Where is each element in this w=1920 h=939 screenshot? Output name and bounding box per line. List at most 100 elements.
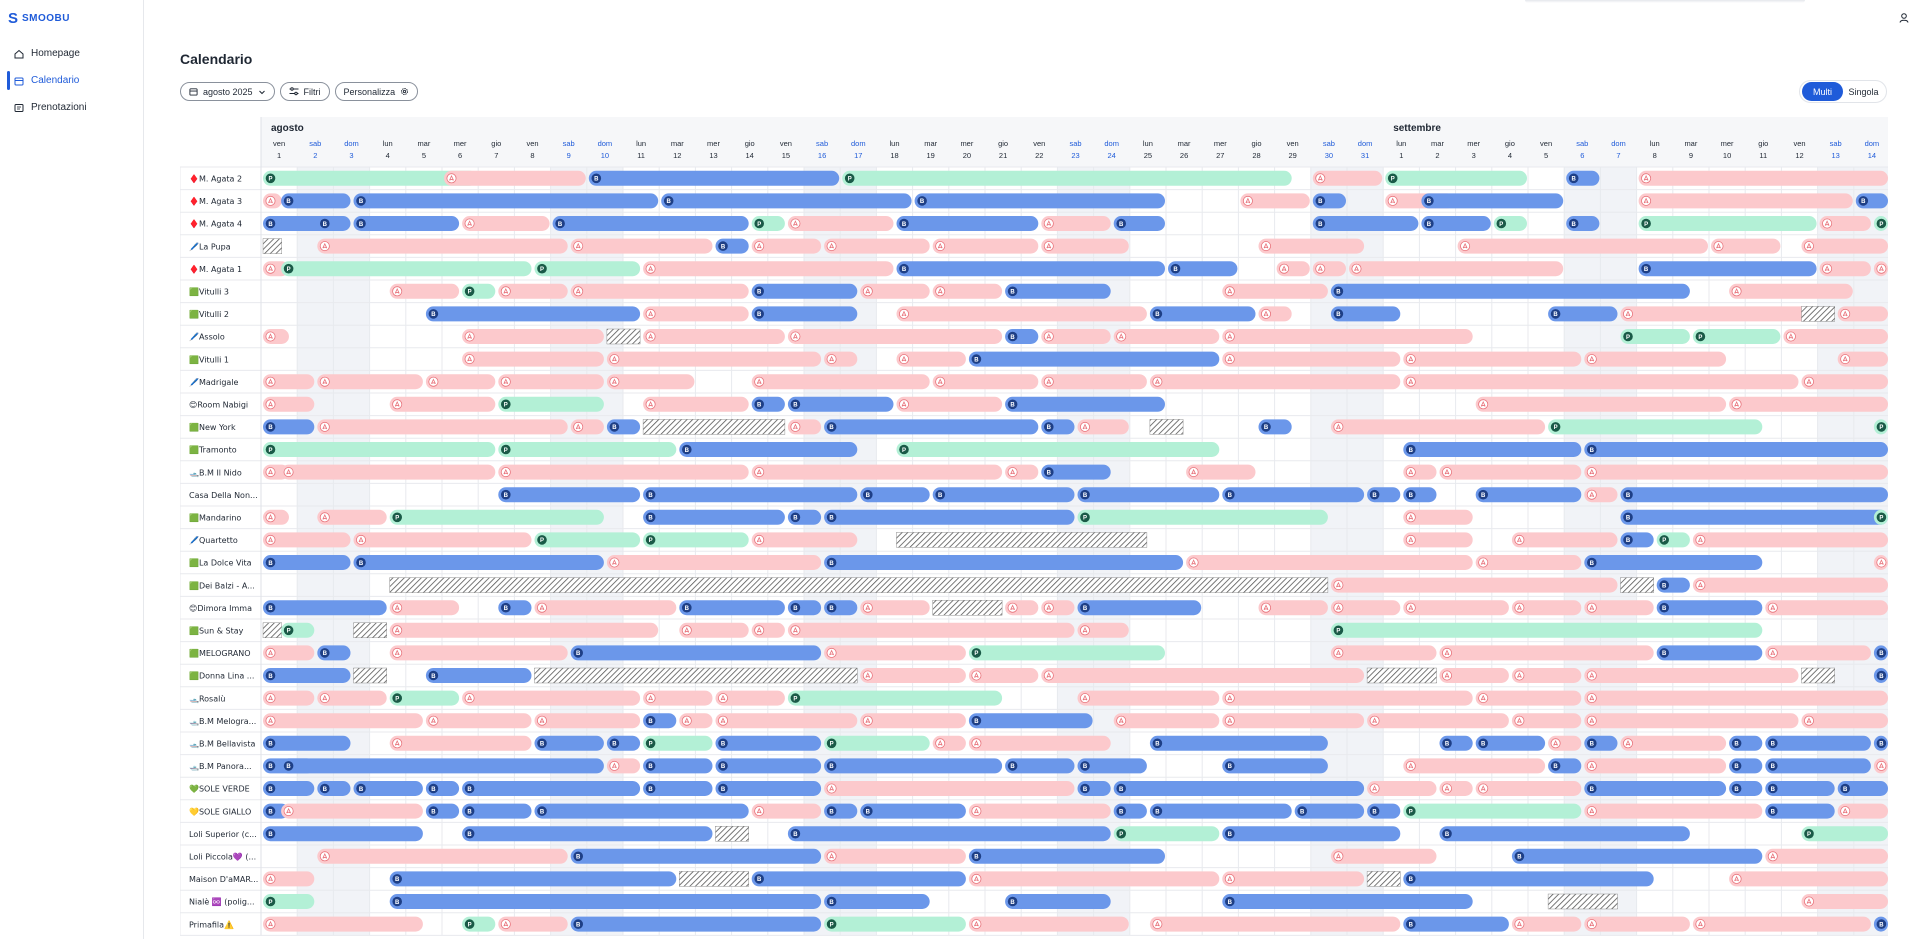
booking-bar-direct[interactable] [353,216,460,231]
booking-bar-direct[interactable] [462,803,532,819]
booking-bar-direct[interactable] [425,668,532,683]
blocked-period[interactable] [606,328,641,345]
booking-bar-portal[interactable] [498,442,677,457]
booking-bar-direct[interactable] [1403,916,1509,932]
booking-bar-airbnb[interactable] [751,464,1003,480]
booking-bar-direct[interactable] [1294,803,1365,819]
booking-bar-direct[interactable] [896,261,1166,277]
booking-bar-direct[interactable] [715,781,822,796]
booking-bar-airbnb[interactable] [570,283,749,299]
booking-bar-portal[interactable] [787,690,1003,706]
booking-bar-airbnb[interactable] [1584,668,1799,683]
booking-bar-airbnb[interactable] [1330,600,1401,616]
booking-bar-portal[interactable] [263,894,315,909]
booking-bar-direct[interactable] [1113,781,1365,796]
booking-bar-direct[interactable] [1584,555,1763,570]
property-name[interactable]: 💛SOLE GIALLO [189,807,251,816]
booking-bar-direct[interactable] [896,216,1039,231]
booking-bar-portal[interactable] [1548,419,1763,435]
booking-bar-portal[interactable] [1330,622,1763,638]
booking-bar-airbnb[interactable] [751,803,822,819]
property-name[interactable]: 🖊️Assolo [189,332,225,342]
booking-bar-direct[interactable] [1113,216,1165,231]
booking-bar-airbnb[interactable] [1312,170,1383,186]
booking-bar-airbnb[interactable] [498,464,749,480]
booking-bar-direct[interactable] [353,193,659,209]
property-name[interactable]: 😊Room Nabigi [189,401,248,410]
booking-bar-airbnb[interactable] [1113,713,1220,729]
booking-bar-direct[interactable] [1548,306,1618,322]
booking-bar-direct[interactable] [389,894,822,909]
booking-bar-direct[interactable] [1837,781,1888,796]
booking-bar-airbnb[interactable] [1584,713,1799,729]
booking-bar-airbnb[interactable] [1222,329,1473,344]
booking-bar-airbnb[interactable] [606,374,695,390]
booking-bar-airbnb[interactable] [317,690,387,706]
booking-bar-airbnb[interactable] [534,713,641,729]
booking-bar-direct[interactable] [570,916,822,932]
blocked-period[interactable] [1801,306,1835,322]
booking-bar-airbnb[interactable] [751,374,930,390]
booking-bar-airbnb[interactable] [715,713,858,729]
booking-bar-airbnb[interactable] [462,216,550,231]
booking-bar-airbnb[interactable] [1258,600,1328,616]
property-name[interactable]: ♦️M. Agata 3 [189,196,242,206]
booking-bar-direct[interactable] [570,645,822,661]
property-name[interactable]: 🟩La Dolce Vita [189,558,252,568]
blocked-period[interactable] [534,667,858,684]
booking-bar-direct[interactable] [1149,735,1328,751]
booking-bar-direct[interactable] [824,894,930,909]
booking-bar-direct[interactable] [353,781,423,796]
month-picker-button[interactable]: agosto 2025 [180,82,275,101]
booking-bar-direct[interactable] [679,442,858,457]
booking-bar-airbnb[interactable] [1186,555,1473,570]
booking-bar-airbnb[interactable] [824,781,1075,796]
property-name[interactable]: Loli Piccola💜 (... [189,853,256,862]
booking-bar-airbnb[interactable] [1403,351,1582,367]
booking-bar-direct[interactable] [1584,442,1888,457]
booking-bar-direct[interactable] [824,419,1039,435]
booking-bar-airbnb[interactable] [896,351,966,367]
booking-bar-airbnb[interactable] [1457,238,1708,254]
blocked-period[interactable] [642,419,786,435]
booking-bar-direct[interactable] [1077,487,1220,503]
booking-bar-airbnb[interactable] [1765,645,1871,661]
booking-bar-direct[interactable] [643,509,785,525]
booking-bar-airbnb[interactable] [263,871,315,887]
booking-bar-portal[interactable] [1403,803,1582,819]
property-name[interactable]: Primafila⚠️ [189,919,234,929]
property-name[interactable]: ♦️M. Agata 4 [189,219,242,229]
booking-bar-direct[interactable] [1005,894,1111,909]
booking-bar-airbnb[interactable] [389,735,532,751]
nav-item-homepage[interactable]: Homepage [0,40,144,67]
booking-bar-airbnb[interactable] [1403,758,1546,774]
booking-bar-direct[interactable] [751,306,858,322]
booking-bar-airbnb[interactable] [263,645,315,661]
booking-bar-direct[interactable] [263,216,333,231]
booking-bar-airbnb[interactable] [1584,690,1888,706]
blocked-period[interactable] [679,871,749,887]
booking-bar-airbnb[interactable] [1439,645,1654,661]
booking-bar-airbnb[interactable] [715,690,785,706]
property-name[interactable]: Loli Superior (c... [189,830,257,839]
booking-bar-direct[interactable] [1005,758,1075,774]
blocked-period[interactable] [262,238,282,254]
booking-bar-portal[interactable] [263,170,478,186]
view-single-button[interactable]: Singola [1848,86,1879,97]
booking-bar-direct[interactable] [263,781,315,796]
booking-bar-direct[interactable] [1005,283,1111,299]
booking-bar-direct[interactable] [1765,781,1835,796]
booking-bar-airbnb[interactable] [1729,396,1888,412]
booking-bar-direct[interactable] [1005,396,1165,412]
booking-bar-airbnb[interactable] [1475,555,1582,570]
booking-bar-airbnb[interactable] [1077,419,1129,435]
booking-bar-airbnb[interactable] [263,374,315,390]
booking-bar-airbnb[interactable] [751,532,858,548]
booking-bar-airbnb[interactable] [389,622,659,638]
booking-bar-direct[interactable] [570,848,822,864]
booking-bar-airbnb[interactable] [1113,329,1220,344]
booking-bar-direct[interactable] [263,419,315,435]
blocked-period[interactable] [1149,419,1184,435]
booking-bar-airbnb[interactable] [1729,283,1853,299]
booking-bar-airbnb[interactable] [1801,374,1889,390]
